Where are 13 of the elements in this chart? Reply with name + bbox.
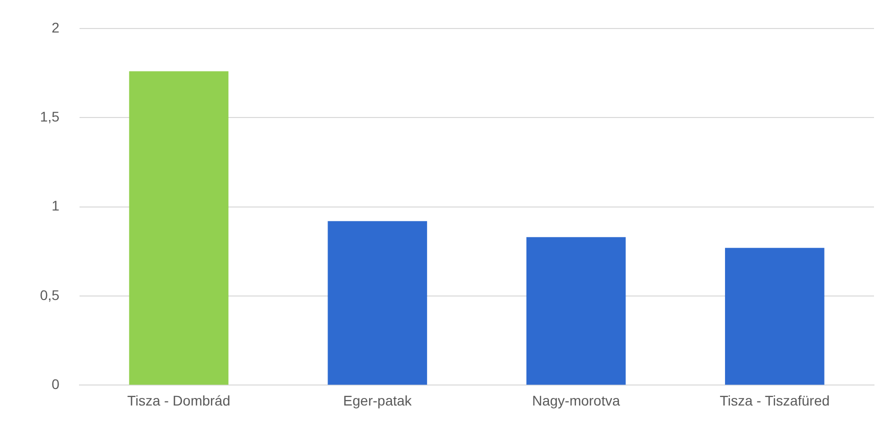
- y-tick-label: 1,5: [40, 108, 60, 124]
- bar: [725, 248, 824, 385]
- y-tick-label: 1: [52, 198, 60, 214]
- x-tick-label: Nagy-morotva: [532, 392, 620, 408]
- y-tick-label: 0,5: [40, 286, 60, 303]
- bar: [328, 221, 428, 385]
- x-tick-label: Eger-patak: [343, 392, 413, 408]
- bar: [526, 237, 626, 385]
- y-tick-label: 2: [52, 19, 60, 36]
- bar: [129, 71, 228, 385]
- x-tick-label: Tisza - Tiszafüred: [720, 392, 830, 408]
- x-tick-label: Tisza - Dombrád: [127, 392, 230, 408]
- y-tick-label: 0: [52, 376, 60, 392]
